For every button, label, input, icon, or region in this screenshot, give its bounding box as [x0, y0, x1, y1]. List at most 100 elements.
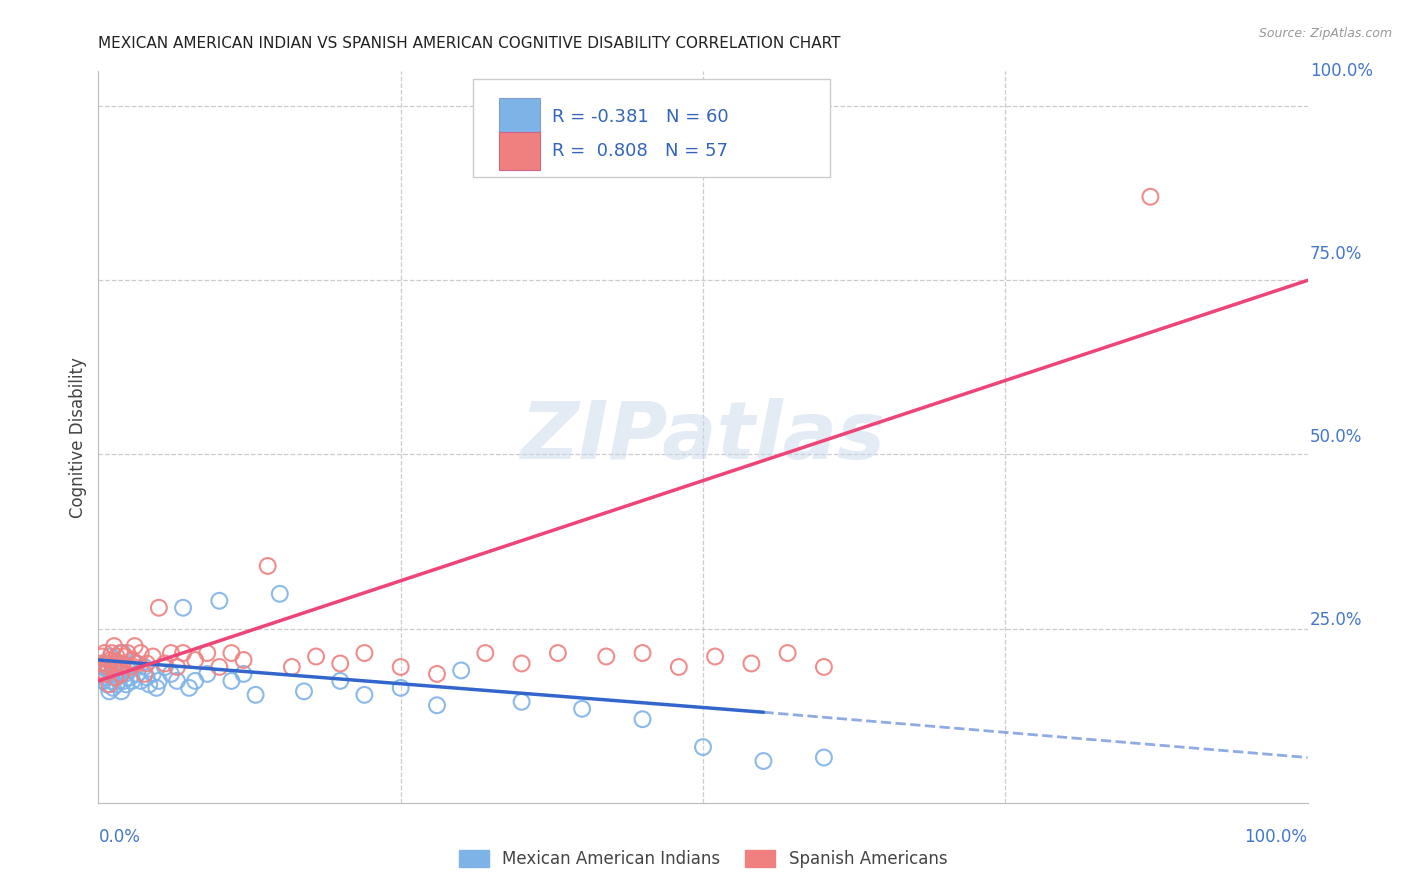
Point — [112, 673, 135, 688]
Point — [124, 657, 146, 671]
Text: 25.0%: 25.0% — [1310, 611, 1362, 629]
Point — [148, 600, 170, 615]
Point — [813, 750, 835, 764]
Point — [103, 660, 125, 674]
Point — [107, 657, 129, 671]
Point — [142, 649, 165, 664]
Point — [389, 681, 412, 695]
Point — [160, 646, 183, 660]
Point — [256, 558, 278, 573]
Text: R = -0.381   N = 60: R = -0.381 N = 60 — [551, 108, 728, 126]
Point — [153, 657, 176, 671]
Point — [108, 673, 131, 688]
Point — [90, 667, 112, 681]
Point — [96, 677, 118, 691]
Point — [145, 681, 167, 695]
FancyBboxPatch shape — [499, 98, 540, 136]
Point — [94, 667, 117, 681]
Point — [172, 600, 194, 615]
Point — [111, 646, 134, 660]
Point — [692, 740, 714, 755]
Point — [740, 657, 762, 671]
Point — [93, 657, 115, 671]
Point — [281, 660, 304, 674]
Point — [776, 646, 799, 660]
Text: Source: ZipAtlas.com: Source: ZipAtlas.com — [1258, 27, 1392, 40]
Point — [91, 673, 114, 688]
Point — [510, 695, 533, 709]
Text: 0.0%: 0.0% — [98, 829, 141, 847]
Point — [115, 677, 138, 691]
Text: ZIPatlas: ZIPatlas — [520, 398, 886, 476]
Point — [108, 667, 131, 681]
Point — [166, 660, 188, 674]
Point — [510, 657, 533, 671]
Point — [631, 646, 654, 660]
Point — [105, 649, 128, 664]
Point — [103, 639, 125, 653]
Point — [111, 657, 134, 671]
Point — [91, 664, 114, 678]
Point — [704, 649, 727, 664]
Point — [108, 660, 131, 674]
Point — [329, 657, 352, 671]
Point — [110, 667, 132, 681]
Point — [269, 587, 291, 601]
Point — [184, 673, 207, 688]
Point — [108, 646, 131, 660]
Point — [134, 667, 156, 681]
Point — [166, 673, 188, 688]
Point — [100, 653, 122, 667]
Point — [474, 646, 496, 660]
Point — [93, 646, 115, 660]
Point — [118, 664, 141, 678]
FancyBboxPatch shape — [499, 132, 540, 169]
Point — [221, 646, 243, 660]
Point — [90, 657, 112, 671]
Text: 50.0%: 50.0% — [1310, 428, 1362, 446]
Point — [221, 673, 243, 688]
Point — [305, 649, 328, 664]
Point — [752, 754, 775, 768]
Point — [121, 653, 143, 667]
Point — [97, 664, 120, 678]
Point — [329, 673, 352, 688]
Point — [153, 660, 176, 674]
Text: 75.0%: 75.0% — [1310, 245, 1362, 263]
Point — [208, 660, 231, 674]
Point — [813, 660, 835, 674]
Point — [118, 670, 141, 684]
Legend: Mexican American Indians, Spanish Americans: Mexican American Indians, Spanish Americ… — [453, 844, 953, 875]
Point — [129, 646, 152, 660]
Point — [107, 657, 129, 671]
Point — [100, 667, 122, 681]
Text: 100.0%: 100.0% — [1310, 62, 1374, 80]
Point — [100, 673, 122, 688]
Point — [105, 677, 128, 691]
Point — [94, 670, 117, 684]
Point — [426, 667, 449, 681]
Point — [135, 670, 157, 684]
Point — [124, 639, 146, 653]
Point — [1139, 190, 1161, 204]
Point — [114, 649, 136, 664]
Point — [195, 646, 218, 660]
Y-axis label: Cognitive Disability: Cognitive Disability — [69, 357, 87, 517]
Point — [96, 657, 118, 671]
Point — [177, 681, 201, 695]
Text: MEXICAN AMERICAN INDIAN VS SPANISH AMERICAN COGNITIVE DISABILITY CORRELATION CHA: MEXICAN AMERICAN INDIAN VS SPANISH AMERI… — [98, 36, 841, 51]
Point — [101, 660, 124, 674]
Point — [98, 684, 121, 698]
Point — [195, 667, 218, 681]
Point — [127, 667, 149, 681]
Point — [111, 660, 134, 674]
Point — [118, 660, 141, 674]
Point — [245, 688, 267, 702]
Point — [353, 688, 375, 702]
Point — [160, 667, 183, 681]
Point — [232, 667, 254, 681]
Point — [91, 649, 114, 664]
Point — [292, 684, 315, 698]
Point — [100, 649, 122, 664]
Point — [184, 653, 207, 667]
